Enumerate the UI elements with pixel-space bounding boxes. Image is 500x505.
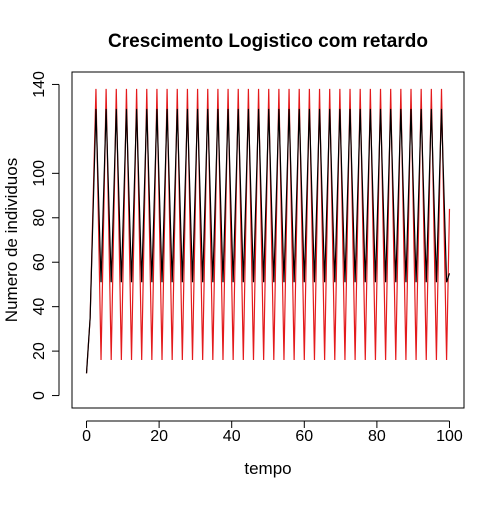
y-axis-label: Numero de individuos — [2, 158, 21, 322]
plot-frame — [71, 71, 465, 409]
data-line — [85, 108, 451, 374]
x-tick-label: 100 — [436, 428, 463, 445]
x-axis-label: tempo — [244, 459, 291, 478]
y-tick-label: 20 — [31, 342, 48, 360]
y-tick-label: 100 — [31, 160, 48, 187]
x-tick-label: 40 — [223, 428, 241, 445]
x-tick-label: 80 — [368, 428, 386, 445]
chart-title: Crescimento Logistico com retardo — [108, 31, 428, 52]
y-tick-label: 0 — [31, 391, 48, 400]
y-tick-label: 60 — [31, 253, 48, 271]
data-line — [85, 88, 451, 374]
x-tick-label: 60 — [295, 428, 313, 445]
x-tick-label: 0 — [82, 428, 91, 445]
y-tick-label: 80 — [31, 209, 48, 227]
x-tick-label: 20 — [150, 428, 168, 445]
y-tick-label: 40 — [31, 298, 48, 316]
y-tick-label: 140 — [31, 71, 48, 98]
